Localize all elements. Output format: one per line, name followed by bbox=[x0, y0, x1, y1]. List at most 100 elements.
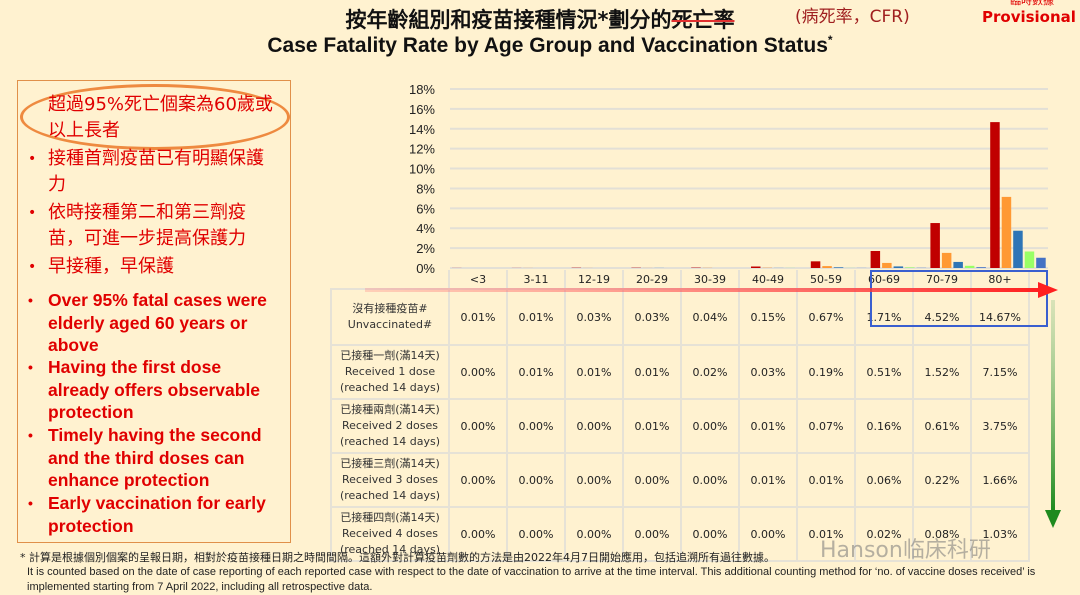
data-label: 0.00% bbox=[681, 399, 739, 453]
bar bbox=[905, 267, 915, 268]
data-label: 0.01% bbox=[797, 453, 855, 507]
elderly-highlight-box bbox=[870, 270, 1048, 327]
data-label: 1.66% bbox=[971, 453, 1029, 507]
en-bullet-text: Over 95% fatal cases were elderly aged 6… bbox=[30, 289, 280, 357]
data-label: 0.01% bbox=[507, 345, 565, 399]
data-label: 0.01% bbox=[623, 345, 681, 399]
data-label: 0.03% bbox=[739, 345, 797, 399]
bar bbox=[1002, 197, 1012, 268]
bar bbox=[1036, 258, 1046, 268]
bullet-icon: • bbox=[28, 254, 36, 280]
row-label-en: Received 1 dose bbox=[332, 364, 448, 380]
data-label: 0.15% bbox=[739, 289, 797, 345]
row-label-zh: 已接種一劑(滿14天) bbox=[332, 348, 448, 364]
highlight-text: 超過95%死亡個案為60歲或以上長者 bbox=[30, 92, 280, 144]
data-label: 0.67% bbox=[797, 289, 855, 345]
y-tick-label: 4% bbox=[416, 221, 435, 236]
data-label: 0.00% bbox=[507, 399, 565, 453]
table-row: 已接種兩劑(滿14天)Received 2 doses(reached 14 d… bbox=[331, 399, 1029, 453]
data-label: 0.04% bbox=[681, 289, 739, 345]
bullet-icon: • bbox=[28, 356, 33, 379]
data-label: 0.01% bbox=[449, 289, 507, 345]
bar bbox=[822, 266, 832, 268]
data-label: 0.06% bbox=[855, 453, 913, 507]
bar bbox=[811, 261, 821, 268]
row-label: 已接種一劑(滿14天)Received 1 dose(reached 14 da… bbox=[331, 345, 449, 399]
data-label: 0.00% bbox=[623, 453, 681, 507]
green-arrow-icon bbox=[1045, 300, 1061, 528]
data-label: 0.02% bbox=[681, 345, 739, 399]
data-label: 7.15% bbox=[971, 345, 1029, 399]
row-label: 已接種兩劑(滿14天)Received 2 doses(reached 14 d… bbox=[331, 399, 449, 453]
data-label: 0.00% bbox=[449, 453, 507, 507]
bar bbox=[930, 223, 940, 268]
data-label: 3.75% bbox=[971, 399, 1029, 453]
bullet-icon: • bbox=[28, 424, 33, 447]
y-tick-label: 10% bbox=[409, 162, 435, 177]
data-label: 0.00% bbox=[565, 453, 623, 507]
data-label: 0.22% bbox=[913, 453, 971, 507]
y-tick-label: 16% bbox=[409, 102, 435, 117]
title-en-mark: * bbox=[828, 33, 833, 47]
y-tick-label: 12% bbox=[409, 142, 435, 157]
data-label: 0.61% bbox=[913, 399, 971, 453]
y-tick-label: 14% bbox=[409, 122, 435, 137]
en-bullet-1: •Over 95% fatal cases were elderly aged … bbox=[30, 289, 280, 357]
bar bbox=[882, 263, 892, 268]
en-bullet-3: •Timely having the second and the third … bbox=[30, 424, 280, 492]
row-label-en: Received 3 doses bbox=[332, 472, 448, 488]
bar bbox=[894, 266, 904, 268]
data-label: 0.07% bbox=[797, 399, 855, 453]
watermark: Hanson临床科研 bbox=[820, 532, 991, 564]
bullet-icon: • bbox=[28, 146, 36, 172]
bullet-icon: • bbox=[28, 492, 33, 515]
age-group-header: 30-39 bbox=[681, 270, 739, 289]
bar bbox=[942, 253, 952, 268]
zh-bullet-1: •接種首劑疫苗已有明顯保護力 bbox=[30, 146, 280, 198]
row-label-en: Received 4 doses bbox=[332, 526, 448, 542]
row-label-zh: 沒有接種疫苗# bbox=[332, 301, 448, 317]
en-bullet-text: Timely having the second and the third d… bbox=[30, 424, 280, 492]
data-label: 0.01% bbox=[623, 399, 681, 453]
row-label-en2: (reached 14 days) bbox=[332, 380, 448, 396]
bar bbox=[1025, 251, 1035, 268]
en-bullet-4: •Early vaccination for early protection bbox=[30, 492, 280, 537]
bullet-icon: • bbox=[28, 289, 33, 312]
age-group-header: <3 bbox=[449, 270, 507, 289]
row-label-en: Received 2 doses bbox=[332, 418, 448, 434]
bar bbox=[953, 262, 963, 268]
data-label: 0.03% bbox=[565, 289, 623, 345]
zh-bullet-3: •早接種，早保護 bbox=[30, 254, 280, 280]
data-label: 0.01% bbox=[739, 453, 797, 507]
row-label: 沒有接種疫苗#Unvaccinated# bbox=[331, 289, 449, 345]
table-row: 已接種三劑(滿14天)Received 3 doses(reached 14 d… bbox=[331, 453, 1029, 507]
footnote-zh: * 計算是根據個別個案的呈報日期，相對於疫苗接種日期之時間間隔。這額外對計算疫苗… bbox=[20, 549, 775, 565]
title-en: Case Fatality Rate by Age Group and Vacc… bbox=[0, 33, 1080, 58]
bar bbox=[834, 267, 844, 268]
title-zh-struck: 死亡率 bbox=[671, 8, 734, 32]
table-row: 已接種一劑(滿14天)Received 1 dose(reached 14 da… bbox=[331, 345, 1029, 399]
row-label-en2: (reached 14 days) bbox=[332, 488, 448, 504]
provisional-zh: 臨時數據 bbox=[1010, 0, 1054, 8]
data-label: 0.00% bbox=[507, 453, 565, 507]
zh-bullet-2: •依時接種第二和第三劑疫苗，可進一步提高保護力 bbox=[30, 200, 280, 252]
title-zh-main: 按年齡組別和疫苗接種情況*劃分的 bbox=[346, 8, 672, 32]
bar bbox=[871, 251, 881, 268]
zh-bullet-text: 依時接種第二和第三劑疫苗，可進一步提高保護力 bbox=[30, 200, 280, 252]
en-bullet-2: •Having the first dose already offers ob… bbox=[30, 356, 280, 424]
data-label: 0.00% bbox=[681, 453, 739, 507]
bar bbox=[751, 267, 761, 268]
title-en-text: Case Fatality Rate by Age Group and Vacc… bbox=[267, 34, 828, 57]
row-label-en: Unvaccinated# bbox=[332, 317, 448, 333]
en-bullet-text: Having the first dose already offers obs… bbox=[30, 356, 280, 424]
row-label-zh: 已接種三劑(滿14天) bbox=[332, 456, 448, 472]
row-label-zh: 已接種兩劑(滿14天) bbox=[332, 402, 448, 418]
footnote-en: It is counted based on the date of case … bbox=[27, 565, 1067, 595]
age-group-header: 50-59 bbox=[797, 270, 855, 289]
data-label: 0.51% bbox=[855, 345, 913, 399]
en-bullet-text: Early vaccination for early protection bbox=[30, 492, 280, 537]
data-label: 0.03% bbox=[623, 289, 681, 345]
bar bbox=[990, 122, 1000, 268]
bar bbox=[1013, 231, 1023, 268]
provisional-label: Provisional data bbox=[982, 8, 1080, 26]
